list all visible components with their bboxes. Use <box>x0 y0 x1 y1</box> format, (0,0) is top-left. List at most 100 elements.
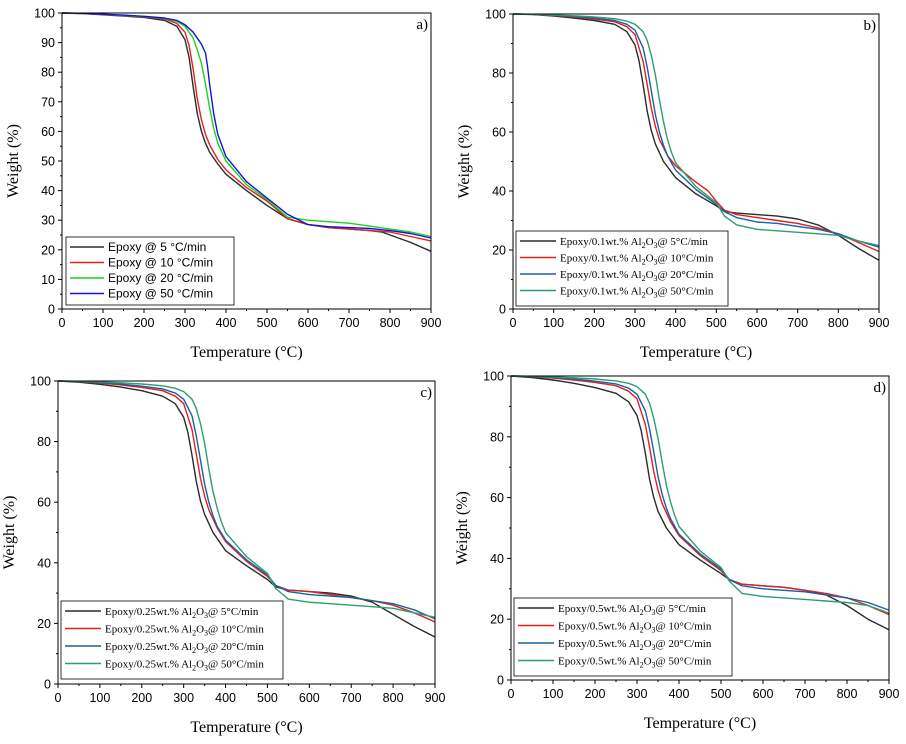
x-tick-label: 800 <box>380 316 401 330</box>
y-tick-label: 50 <box>41 155 55 169</box>
y-tick-label: 60 <box>490 491 504 505</box>
y-tick-label: 0 <box>497 674 504 688</box>
series-line-3 <box>512 13 880 248</box>
series-line-1 <box>510 375 890 631</box>
x-tick-label: 900 <box>869 316 890 330</box>
y-tick-label: 90 <box>41 36 55 50</box>
y-tick-label: 100 <box>30 375 51 389</box>
series-line-2 <box>61 12 432 242</box>
series-line-1 <box>57 380 436 638</box>
x-tick-label: 900 <box>425 691 446 705</box>
legend-entry: Epoxy/0.25wt.% Al2O3@ 20°C/min <box>105 641 264 655</box>
legend: Epoxy/0.25wt.% Al2O3@ 5°C/min Epoxy/0.25w… <box>60 600 284 680</box>
y-tick-label: 100 <box>34 7 55 21</box>
series-line-2 <box>512 13 880 253</box>
series-line-3 <box>61 12 432 238</box>
x-tick-label: 500 <box>706 316 727 330</box>
y-tick-label: 70 <box>41 95 55 109</box>
x-tick-label: 900 <box>879 687 900 701</box>
y-tick-label: 10 <box>41 273 55 287</box>
series-line-1 <box>512 13 880 261</box>
x-tick-label: 700 <box>787 316 808 330</box>
y-tick-label: 40 <box>37 556 51 570</box>
legend-entry: Epoxy/0.25wt.% Al2O3@ 10°C/min <box>105 624 264 638</box>
y-axis-title: Weight (%) <box>1 496 18 570</box>
panel-c: 0 100 200 300 400 500 600 700 800 900 0 20 40 60 80 100… <box>1 375 445 737</box>
x-tick-label: 500 <box>257 691 278 705</box>
x-tick-label: 300 <box>625 316 646 330</box>
series-line-2 <box>57 380 436 623</box>
x-tick-label: 700 <box>341 691 362 705</box>
x-axis-title: Temperature (°C) <box>640 344 752 361</box>
y-tick-label: 20 <box>490 613 504 627</box>
x-tick-label: 100 <box>543 687 564 701</box>
y-tick-label: 40 <box>490 552 504 566</box>
y-tick-label: 20 <box>492 244 506 258</box>
x-tick-label: 200 <box>134 316 155 330</box>
legend-entry: Epoxy/0.1wt.% Al2O3@ 10°C/min <box>560 253 714 267</box>
series-line-3 <box>510 375 890 611</box>
x-tick-label: 100 <box>93 316 114 330</box>
y-tick-label: 60 <box>41 125 55 139</box>
x-tick-label: 0 <box>55 691 62 705</box>
y-tick-label: 80 <box>490 430 504 444</box>
x-tick-label: 200 <box>131 691 152 705</box>
x-tick-label: 100 <box>89 691 110 705</box>
y-tick-label: 80 <box>41 66 55 80</box>
legend-entry: Epoxy/0.5wt.% Al2O3@ 10°C/min <box>558 621 712 635</box>
x-tick-label: 0 <box>510 316 517 330</box>
panel-a: 0 100 200 300 400 500 600 700 800 900 0 10 20 30 40 50 6… <box>5 7 441 362</box>
x-tick-label: 300 <box>173 691 194 705</box>
x-tick-label: 400 <box>665 316 686 330</box>
panel-label: a) <box>416 17 428 33</box>
y-tick-label: 40 <box>492 185 506 199</box>
x-tick-label: 600 <box>298 316 319 330</box>
y-tick-label: 100 <box>483 370 504 384</box>
y-tick-label: 80 <box>37 435 51 449</box>
x-tick-label: 600 <box>747 316 768 330</box>
x-tick-label: 300 <box>175 316 196 330</box>
series-line-4 <box>57 380 436 618</box>
series-line-3 <box>57 380 436 620</box>
legend-entry: Epoxy/0.5wt.% Al2O3@ 50°C/min <box>558 656 712 670</box>
x-tick-label: 500 <box>257 316 278 330</box>
x-axis-title: Temperature (°C) <box>190 719 302 736</box>
panel-label: b) <box>864 18 877 34</box>
y-axis-title: Weight (%) <box>454 491 471 565</box>
x-tick-label: 800 <box>383 691 404 705</box>
panel-label: c) <box>420 385 432 401</box>
series-line-2 <box>510 375 890 616</box>
legend-entry: Epoxy @ 20 °C/min <box>108 271 213 285</box>
legend-entry: Epoxy/0.1wt.% Al2O3@ 20°C/min <box>560 269 714 283</box>
y-tick-label: 0 <box>48 303 55 317</box>
y-tick-label: 0 <box>44 678 51 692</box>
x-tick-label: 500 <box>711 687 732 701</box>
x-tick-label: 700 <box>339 316 360 330</box>
x-tick-label: 600 <box>299 691 320 705</box>
panel-b: 0 100 200 300 400 500 600 700 800 900 0 20 40 60 80 100… <box>456 8 889 362</box>
y-tick-label: 80 <box>492 67 506 81</box>
legend-entry: Epoxy/0.25wt.% Al2O3@ 5°C/min <box>105 606 259 620</box>
y-tick-label: 40 <box>41 184 55 198</box>
x-tick-label: 300 <box>627 687 648 701</box>
legend-entry: Epoxy/0.5wt.% Al2O3@ 20°C/min <box>558 638 712 652</box>
x-axis-title: Temperature (°C) <box>644 715 756 732</box>
y-tick-label: 20 <box>37 617 51 631</box>
legend-entry: Epoxy/0.5wt.% Al2O3@ 5°C/min <box>558 603 706 617</box>
x-tick-label: 0 <box>59 316 66 330</box>
x-tick-label: 100 <box>543 316 564 330</box>
x-tick-label: 600 <box>753 687 774 701</box>
x-tick-label: 0 <box>508 687 515 701</box>
y-axis-title: Weight (%) <box>456 125 473 199</box>
legend-entry: Epoxy/0.1wt.% Al2O3@ 5°C/min <box>560 236 708 250</box>
legend-entry: Epoxy/0.25wt.% Al2O3@ 50°C/min <box>105 659 264 673</box>
legend-box <box>513 597 733 677</box>
x-axis-title: Temperature (°C) <box>190 344 302 361</box>
panel-d: 0 100 200 300 400 500 600 700 800 900 0 20 40 60 80 100… <box>454 370 899 733</box>
series-line-4 <box>512 13 880 247</box>
series-line-4 <box>61 12 432 239</box>
legend-entry: Epoxy @ 10 °C/min <box>108 256 213 270</box>
legend-entry: Epoxy @ 5 °C/min <box>108 240 206 254</box>
